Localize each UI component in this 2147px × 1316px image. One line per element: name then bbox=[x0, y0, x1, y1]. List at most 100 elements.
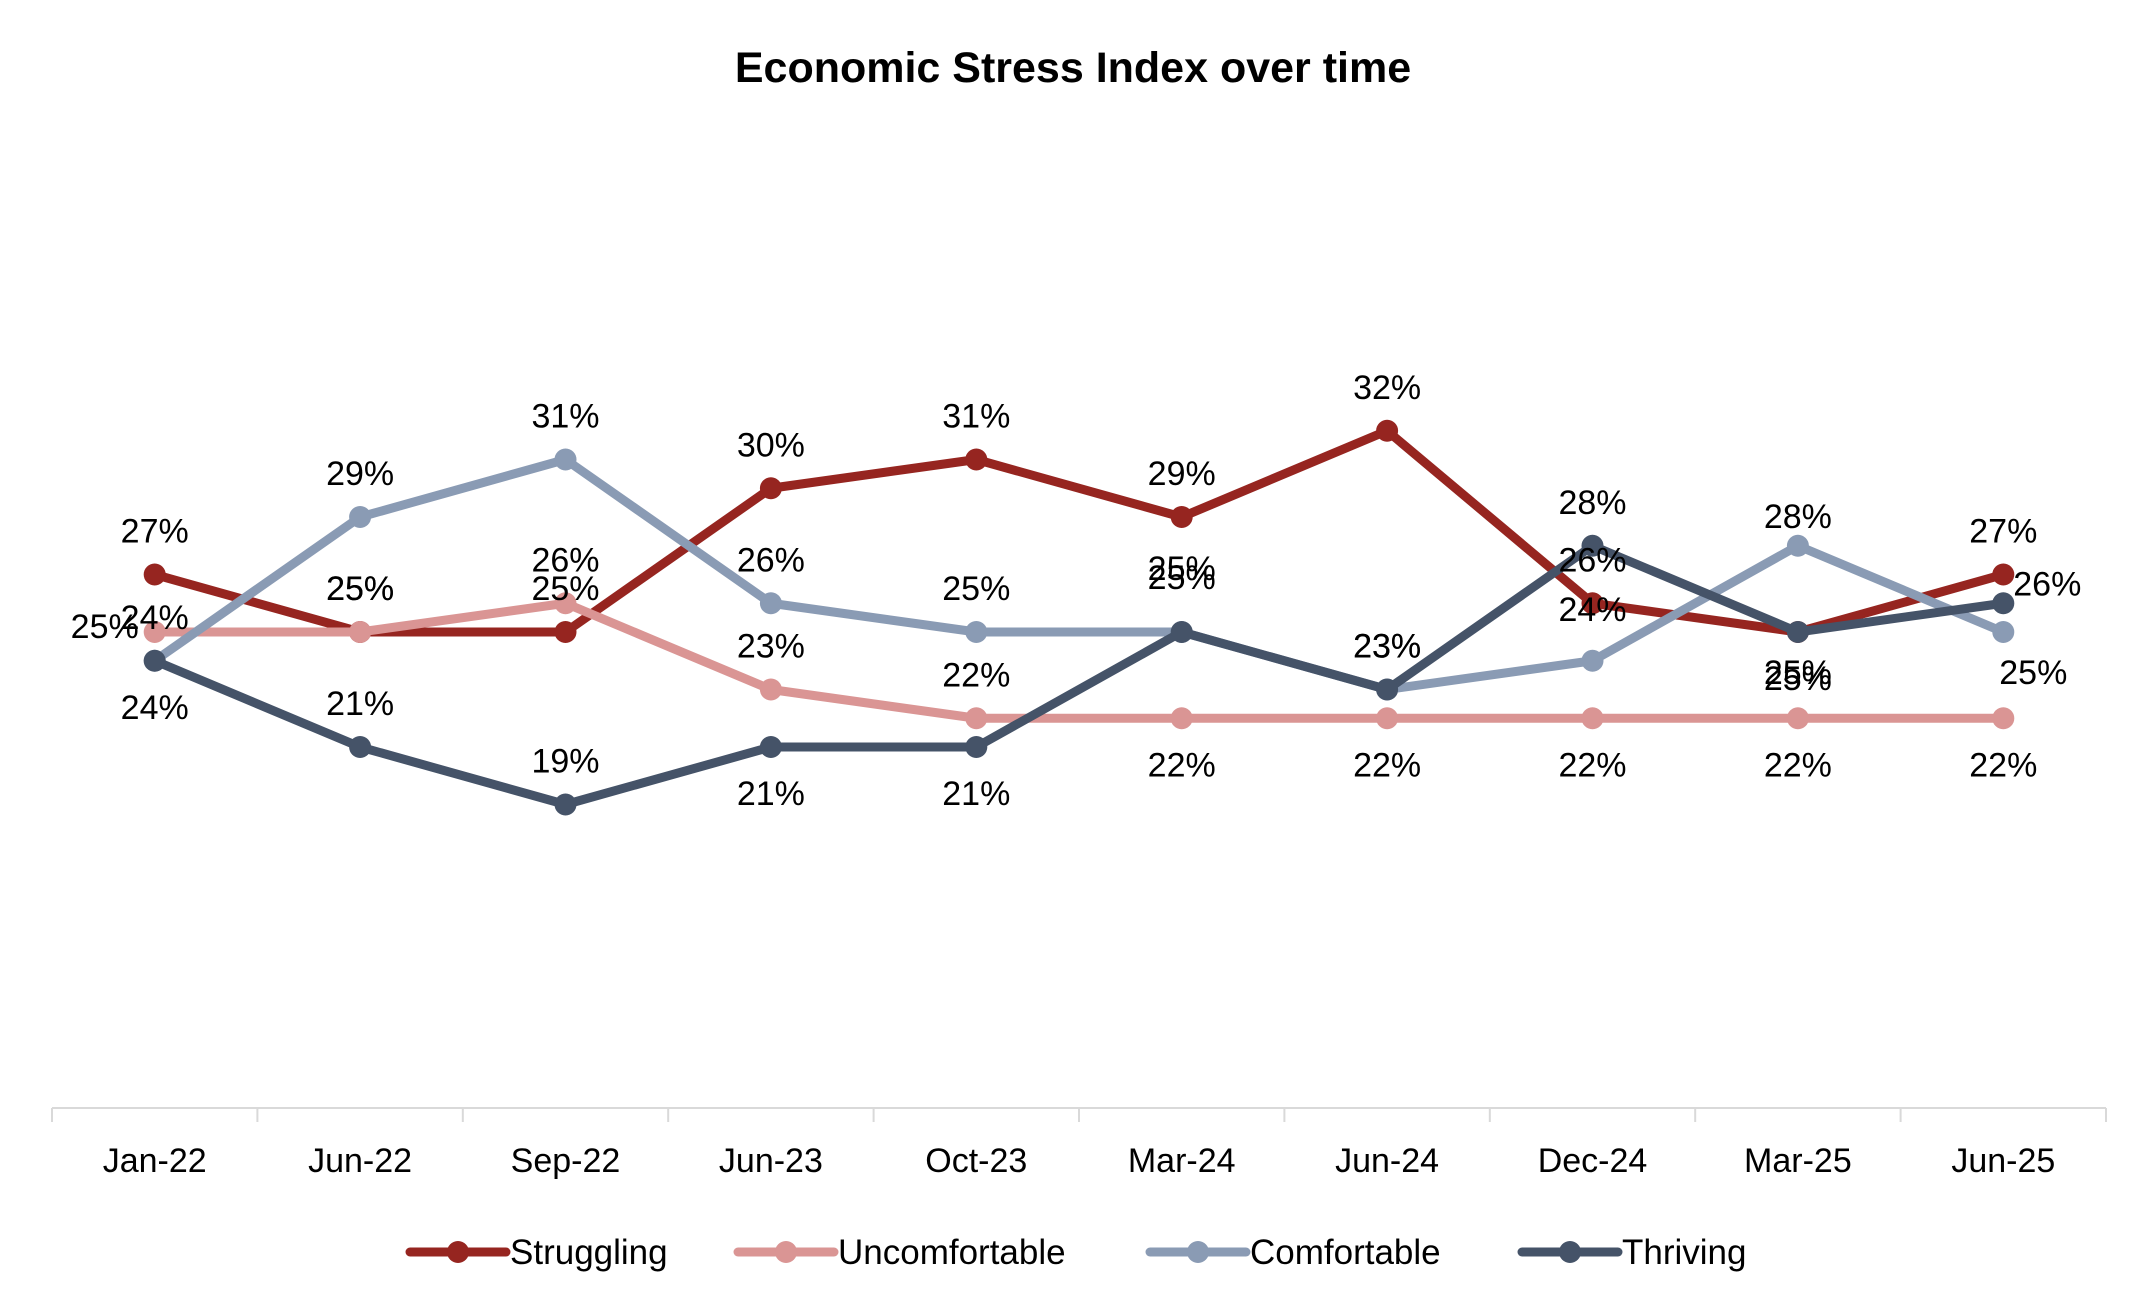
data-point bbox=[554, 592, 577, 615]
data-point bbox=[143, 621, 166, 643]
data-point bbox=[759, 592, 782, 615]
data-point bbox=[1786, 707, 1809, 730]
data-label: 26% bbox=[737, 541, 805, 579]
legend: Struggling Uncomfortable Comfortable Thrivi… bbox=[405, 1233, 1746, 1272]
legend-item-thriving[interactable]: Thriving bbox=[1517, 1233, 1746, 1272]
data-label: 25% bbox=[531, 570, 599, 608]
data-label: 23% bbox=[1353, 628, 1421, 666]
data-label: 25% bbox=[326, 570, 394, 608]
data-label: 24% bbox=[121, 599, 189, 637]
legend-label: Thriving bbox=[1622, 1233, 1746, 1272]
data-label: 25% bbox=[71, 608, 139, 646]
data-label: 22% bbox=[1353, 746, 1421, 784]
data-point bbox=[965, 448, 988, 471]
data-label: 26% bbox=[531, 541, 599, 579]
x-tick-label: Jun-25 bbox=[1951, 1142, 2055, 1180]
data-point bbox=[554, 621, 577, 643]
data-label: 25% bbox=[1999, 654, 2067, 692]
data-label: 22% bbox=[1148, 746, 1216, 784]
data-label: 29% bbox=[1148, 455, 1216, 493]
plot-area bbox=[143, 419, 2015, 816]
data-label: 21% bbox=[326, 685, 394, 723]
legend-label: Comfortable bbox=[1250, 1233, 1441, 1272]
data-point bbox=[965, 736, 988, 758]
data-point bbox=[1992, 621, 2015, 643]
x-tick-label: Jun-22 bbox=[308, 1142, 412, 1180]
data-label: 32% bbox=[1353, 369, 1421, 407]
data-label: 24% bbox=[121, 689, 189, 727]
data-point bbox=[1992, 707, 2015, 730]
data-point bbox=[554, 793, 577, 816]
data-point bbox=[1786, 621, 1809, 643]
data-point bbox=[1581, 592, 1604, 615]
data-point bbox=[759, 678, 782, 701]
data-label: 22% bbox=[1764, 746, 1832, 784]
x-tick-label: Jan-22 bbox=[103, 1142, 207, 1180]
x-tick-label: Jun-23 bbox=[719, 1142, 823, 1180]
data-label: 25% bbox=[1764, 660, 1832, 698]
data-labels: 27%25% 25%30%31%29%32%26%25%27%25%25%26%2… bbox=[71, 369, 2082, 813]
data-label: 23% bbox=[737, 628, 805, 666]
legend-swatch-marker bbox=[1187, 1241, 1209, 1263]
data-label: 29% bbox=[326, 455, 394, 493]
legend-item-uncomfortable[interactable]: Uncomfortable bbox=[733, 1233, 1066, 1272]
data-label: 25% bbox=[1764, 654, 1832, 692]
data-point bbox=[759, 736, 782, 758]
data-label: 31% bbox=[531, 398, 599, 436]
series-line bbox=[150, 426, 2008, 637]
legend-swatch-marker bbox=[1559, 1241, 1581, 1263]
data-label: 25% bbox=[942, 570, 1010, 608]
data-point bbox=[1786, 534, 1809, 557]
data-point bbox=[1992, 563, 2015, 586]
data-point bbox=[1376, 678, 1399, 701]
data-label: 28% bbox=[1558, 484, 1626, 522]
data-label: 31% bbox=[942, 398, 1010, 436]
data-point bbox=[349, 736, 372, 758]
legend-swatch-marker bbox=[447, 1241, 469, 1263]
data-label: 28% bbox=[1764, 498, 1832, 536]
data-point bbox=[1376, 707, 1399, 730]
data-point bbox=[554, 448, 577, 471]
data-label: 24% bbox=[1558, 591, 1626, 629]
data-point bbox=[1376, 419, 1399, 442]
data-point bbox=[1581, 707, 1604, 730]
x-axis: Jan-22 Jun-22 Sep-22 Jun-23 Oct-23 Mar-24 Jun-… bbox=[51, 1107, 2107, 1180]
series-line bbox=[150, 455, 2008, 694]
data-point bbox=[965, 621, 988, 643]
data-point bbox=[1992, 592, 2015, 615]
data-label: 26% bbox=[2013, 565, 2081, 603]
data-label: 30% bbox=[737, 426, 805, 464]
series-line bbox=[150, 541, 2008, 809]
x-tick-label: Oct-23 bbox=[925, 1142, 1027, 1180]
data-label: 26% bbox=[1558, 541, 1626, 579]
data-label: 19% bbox=[531, 743, 599, 781]
data-label: 22% bbox=[1558, 746, 1626, 784]
data-label: 22% bbox=[1969, 746, 2037, 784]
data-point bbox=[965, 707, 988, 730]
data-label: 23% bbox=[1353, 628, 1421, 666]
data-point bbox=[1170, 707, 1193, 730]
chart-title: Economic Stress Index over time bbox=[735, 44, 1411, 92]
data-label: 25% bbox=[1148, 559, 1216, 597]
data-point bbox=[1581, 649, 1604, 672]
legend-label: Struggling bbox=[510, 1233, 668, 1272]
data-label: 27% bbox=[1969, 513, 2037, 551]
x-tick-label: Jun-24 bbox=[1335, 1142, 1439, 1180]
data-label: 22% bbox=[942, 656, 1010, 694]
data-label: 27% bbox=[121, 513, 189, 551]
legend-item-struggling[interactable]: Struggling bbox=[405, 1233, 668, 1272]
x-tick-label: Dec-24 bbox=[1538, 1142, 1648, 1180]
x-tick-label: Sep-22 bbox=[511, 1142, 621, 1180]
series-thriving bbox=[143, 534, 2015, 816]
legend-item-comfortable[interactable]: Comfortable bbox=[1145, 1233, 1441, 1272]
legend-label: Uncomfortable bbox=[838, 1233, 1066, 1272]
data-point bbox=[1581, 534, 1604, 557]
data-label: 21% bbox=[737, 775, 805, 813]
series-struggling bbox=[143, 419, 2015, 643]
series-line bbox=[150, 598, 2008, 723]
data-point bbox=[349, 506, 372, 528]
legend-swatch-marker bbox=[775, 1241, 797, 1263]
data-point bbox=[143, 563, 166, 586]
